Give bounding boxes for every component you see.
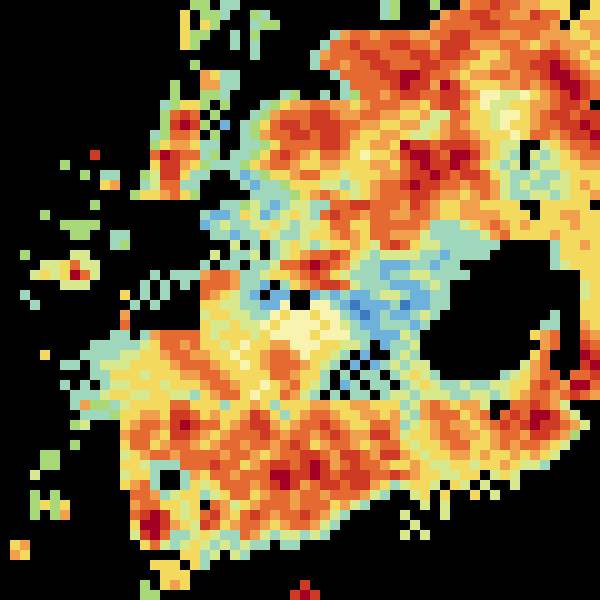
radar-image [0, 0, 600, 600]
radar-canvas [0, 0, 600, 600]
